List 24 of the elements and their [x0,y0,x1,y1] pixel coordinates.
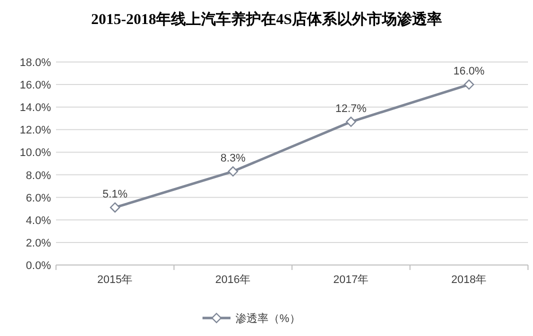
y-tick-label: 6.0% [26,192,52,204]
y-tick-label: 8.0% [26,170,52,182]
point [346,116,356,127]
data-label: 5.1% [102,188,128,200]
x-tick-label: 2018年 [451,274,487,286]
y-tick-label: 4.0% [26,214,52,227]
data-label: 8.3% [220,152,246,164]
y-tick-label: 14.0% [20,102,52,114]
x-tick-label: 2016年 [215,274,251,286]
point [464,79,474,90]
point [228,166,238,176]
chart-title: 2015-2018年线上汽车养护在4S店体系以外市场渗透率 [91,10,442,28]
y-tick-label: 16.0% [20,80,52,92]
y-tick-label: 12.0% [20,124,52,137]
y-tick-label: 18.0% [20,57,52,69]
point [110,202,120,213]
data-label: 12.7% [335,102,367,115]
y-tick-label: 0.0% [26,260,52,272]
y-tick-label: 10.0% [20,147,52,160]
data-label: 16.0% [453,66,485,78]
x-tick-label: 2015年 [97,274,133,286]
x-tick-label: 2017年 [333,274,369,286]
y-tick-label: 2.0% [26,237,52,250]
legend-label: 渗透率（%） [236,312,300,325]
